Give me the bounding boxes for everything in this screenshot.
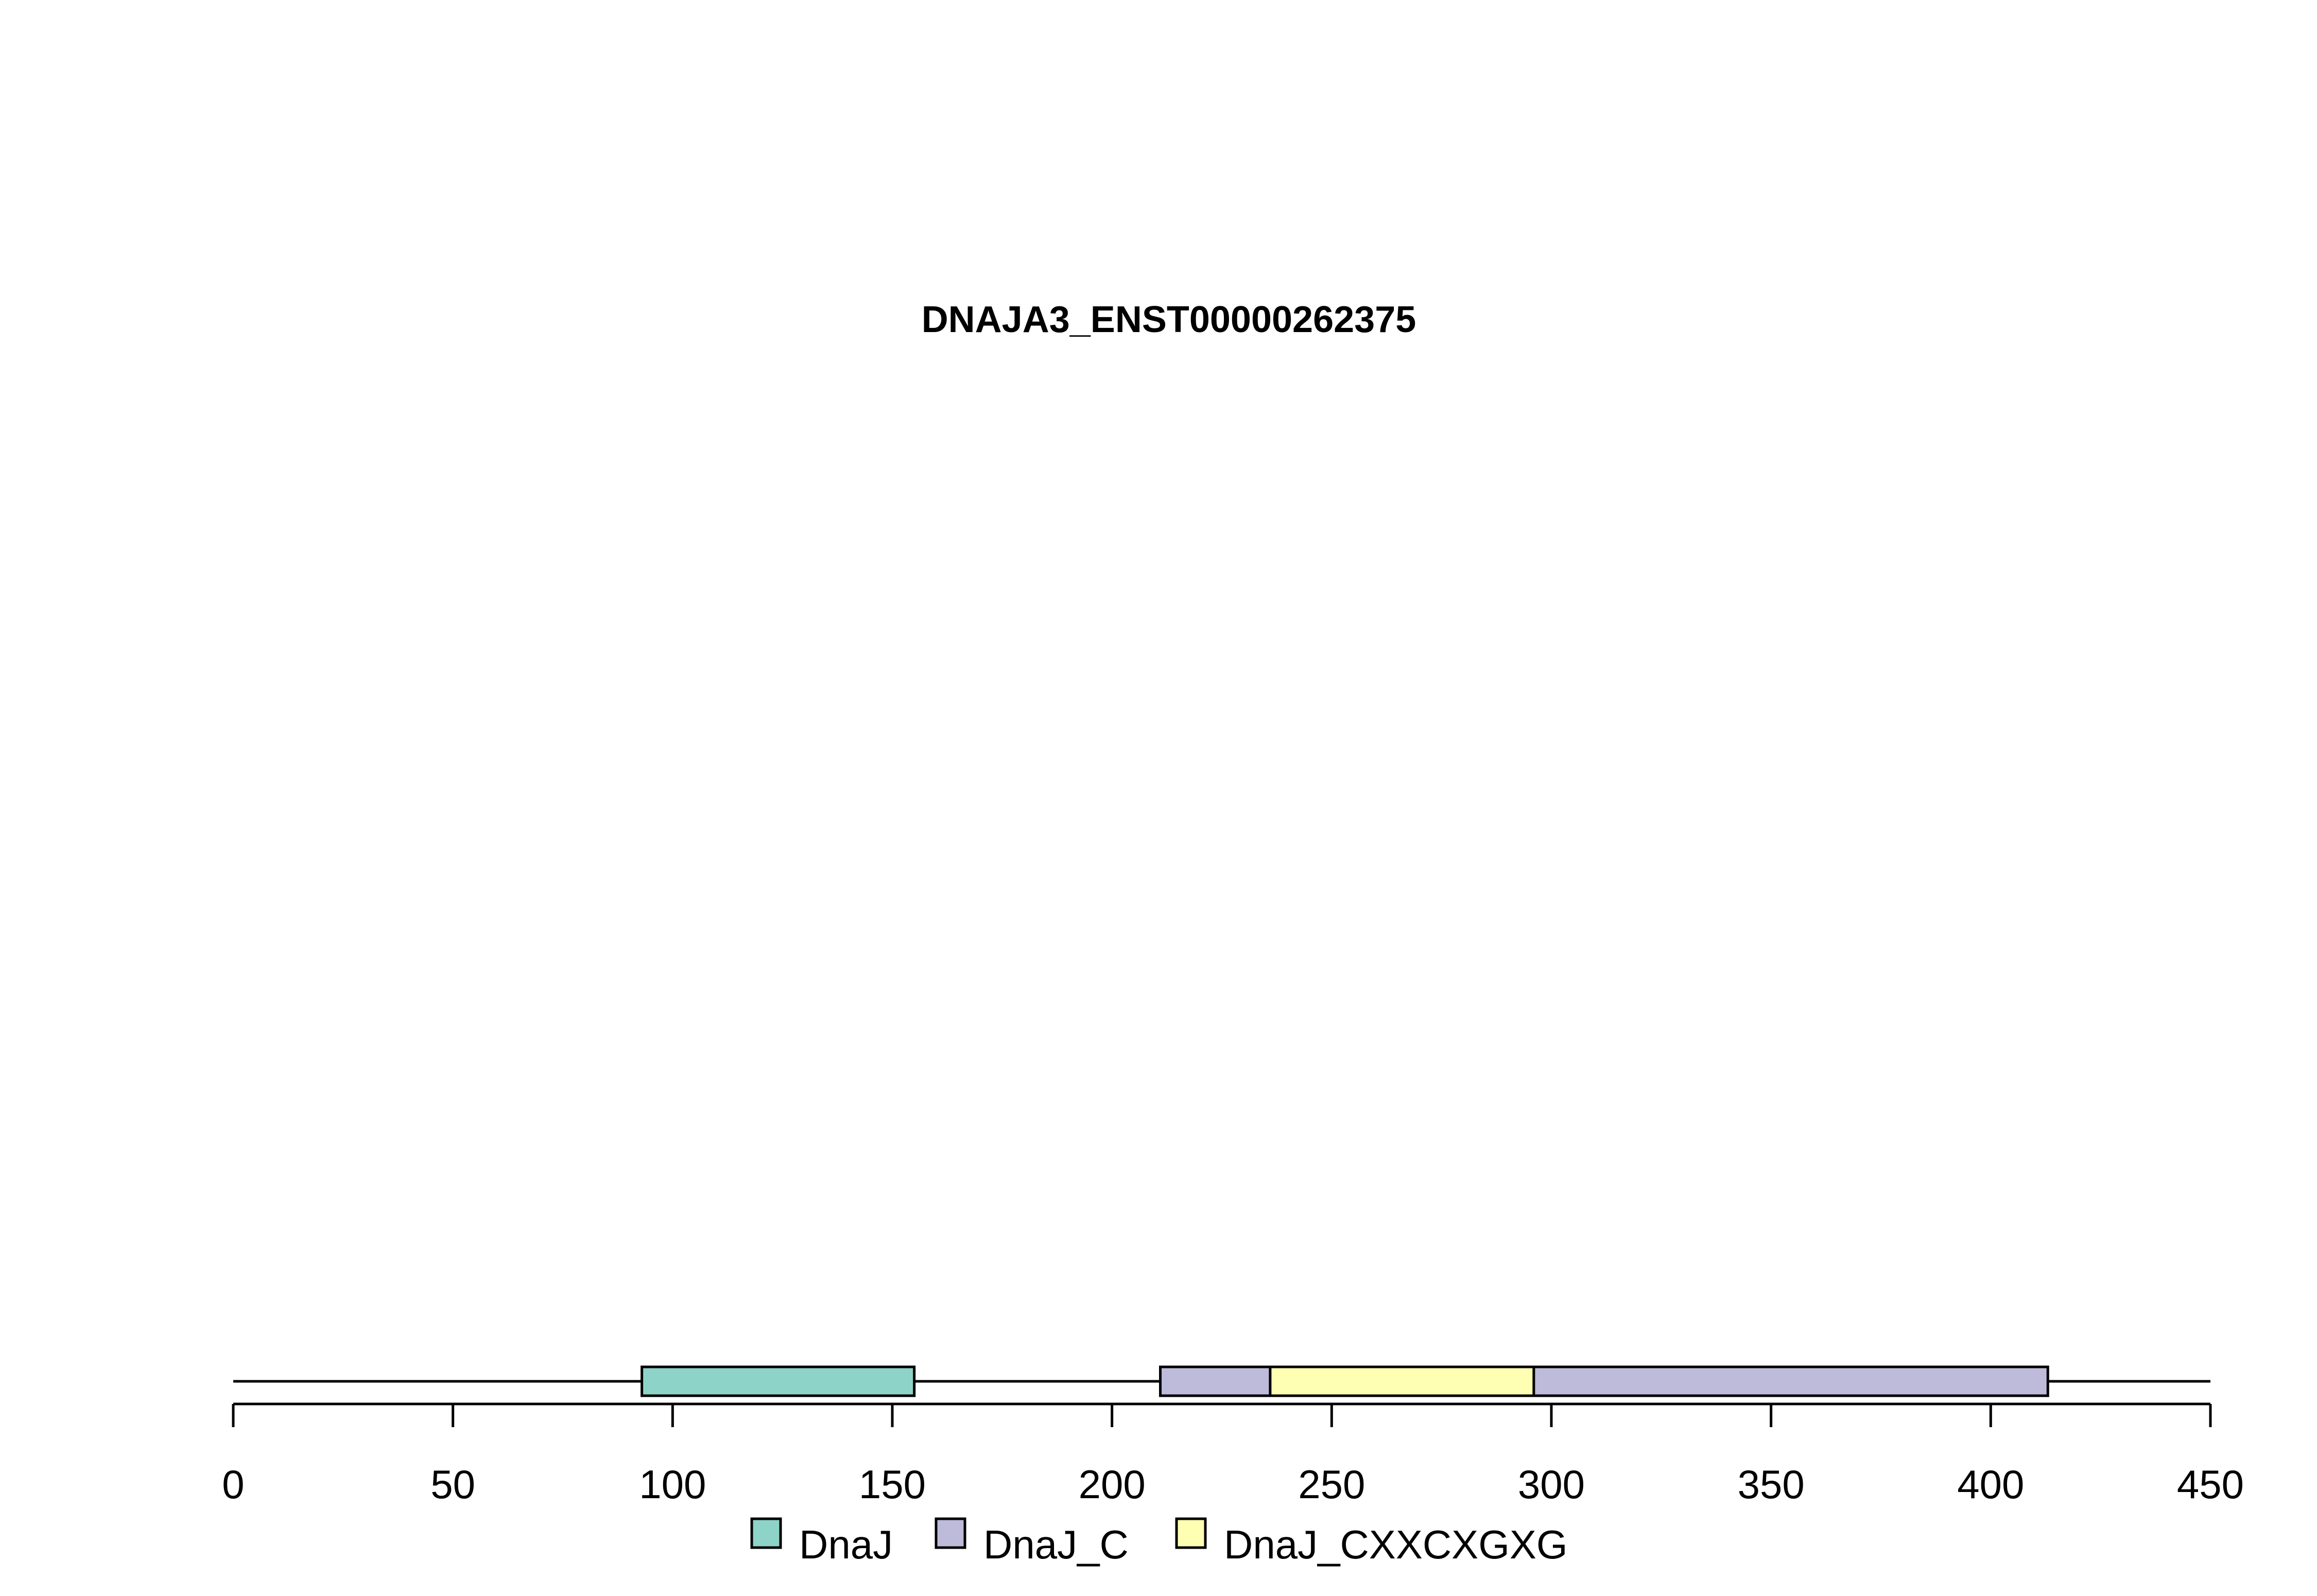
x-axis-tick-label: 100 bbox=[639, 1462, 706, 1507]
legend-label: DnaJ bbox=[799, 1522, 893, 1567]
legend-item-dnaj-c: DnaJ_C bbox=[935, 1517, 1129, 1567]
domain-track bbox=[233, 1365, 2210, 1397]
legend: DnaJ DnaJ_C DnaJ_CXXCXGXG bbox=[750, 1517, 1568, 1567]
chart-title: DNAJA3_ENST00000262375 bbox=[922, 299, 1416, 340]
legend-swatch bbox=[935, 1517, 966, 1549]
x-axis-tick-label: 400 bbox=[1957, 1462, 2024, 1507]
x-axis-tick-label: 300 bbox=[1518, 1462, 1585, 1507]
x-axis-tick-label: 350 bbox=[1738, 1462, 1805, 1507]
x-axis: 0 50 100 150 200 250 300 350 400 450 bbox=[222, 1402, 2244, 1507]
legend-item-dnaj-cxxcxgxg: DnaJ_CXXCXGXG bbox=[1175, 1517, 1568, 1567]
x-axis-tick-label: 250 bbox=[1298, 1462, 1365, 1507]
x-axis-tick-label: 150 bbox=[859, 1462, 926, 1507]
legend-swatch bbox=[1175, 1517, 1207, 1549]
legend-swatch bbox=[750, 1517, 782, 1549]
domain-dnaj-cxxcxgxg bbox=[1269, 1365, 1535, 1397]
legend-label: DnaJ_CXXCXGXG bbox=[1224, 1522, 1568, 1567]
x-axis-tick-label: 0 bbox=[222, 1462, 244, 1507]
x-axis-tick-label: 200 bbox=[1079, 1462, 1146, 1507]
legend-item-dnaj: DnaJ bbox=[750, 1517, 893, 1567]
legend-label: DnaJ_C bbox=[983, 1522, 1129, 1567]
x-axis-tick-label: 50 bbox=[430, 1462, 475, 1507]
domain-dnaj bbox=[641, 1365, 916, 1397]
x-axis-tick-label: 450 bbox=[2177, 1462, 2244, 1507]
